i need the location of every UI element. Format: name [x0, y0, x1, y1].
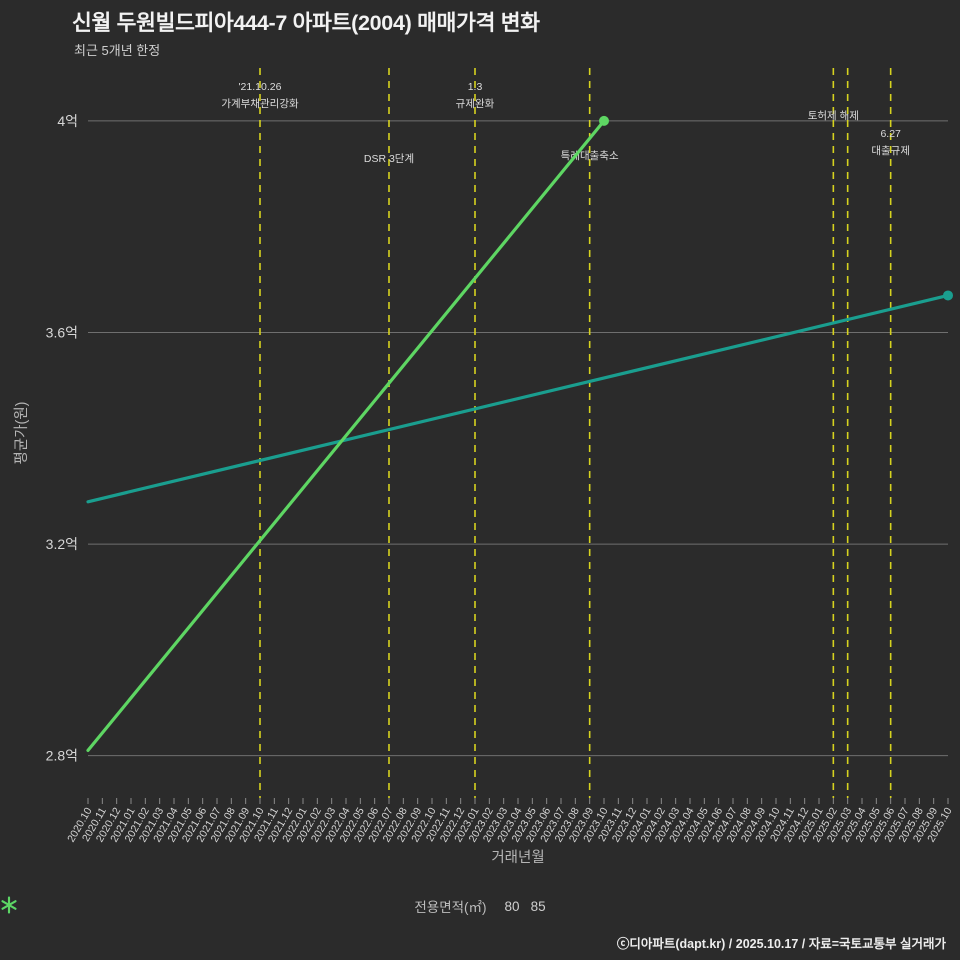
annotation-label: 특례대출축소	[561, 150, 619, 162]
y-axis-tick-label: 3.6억	[46, 324, 78, 340]
y-axis-tick-label: 2.8억	[46, 748, 78, 764]
annotation-label: 규제완화	[456, 97, 495, 110]
annotation-label: 가계부채관리강화	[221, 98, 299, 110]
series-endpoint-80[interactable]	[943, 290, 953, 301]
legend-title: 전용면적(㎡)	[414, 900, 487, 915]
annotation-label-top: 1.3	[468, 81, 483, 93]
annotation-label-top: 6.27	[880, 128, 901, 140]
page-subtitle: 최근 5개년 한정	[74, 43, 161, 58]
series-line-80	[86, 293, 950, 504]
legend-label-1: 85	[530, 898, 546, 914]
page-title: 신월 두원빌드피아444-7 아파트(2004) 매매가격 변화	[72, 11, 540, 35]
y-axis-tick-label: 4억	[57, 113, 78, 129]
y-axis-title: 평균가(원)	[13, 401, 30, 464]
asterisk-stroke	[1, 900, 17, 910]
chart-legend: 전용면적(㎡) 80 85	[0, 896, 960, 916]
series-endpoint-85[interactable]	[599, 115, 609, 126]
footer-credit: ⓒ디아파트(dapt.kr) / 2025.10.17 / 자료=국토교통부 실…	[616, 937, 946, 951]
legend-item-0[interactable]: 80	[1, 896, 520, 914]
y-axis-tick-label: 3.2억	[46, 536, 78, 552]
series-line-85	[86, 119, 606, 752]
annotation-label: DSR 3단계	[364, 153, 414, 165]
legend-item-1[interactable]: 85	[1, 896, 546, 914]
legend-label-0: 80	[504, 898, 520, 914]
x-axis-title: 거래년월	[491, 849, 544, 866]
annotation-label: 대출규제	[871, 145, 910, 157]
annotation-label-top: '21.10.26	[239, 81, 282, 93]
annotation-label: 토허제 해제	[808, 109, 859, 122]
asterisk-icon	[1, 896, 17, 914]
